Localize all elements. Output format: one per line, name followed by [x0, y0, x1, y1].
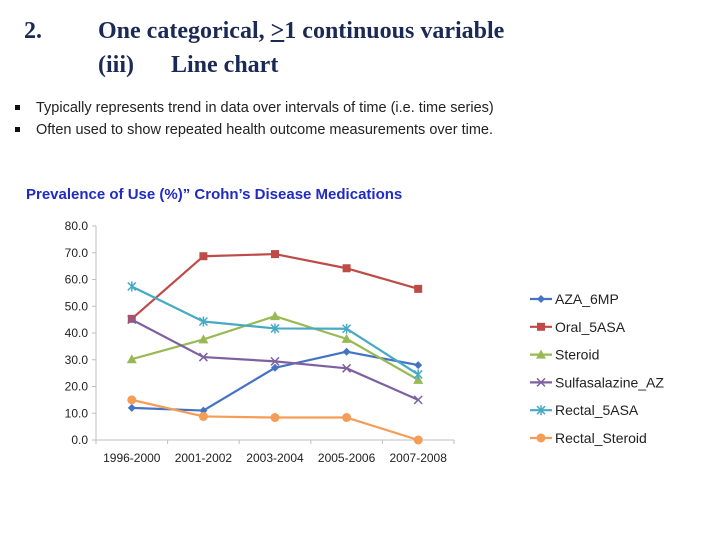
data-point-rectal-steroid — [198, 411, 208, 421]
y-tick-label: 70.0 — [65, 246, 89, 260]
series-line-oral-5asa — [131, 252, 419, 320]
legend-label-sulfasalazine-az: Sulfasalazine_AZ — [555, 374, 664, 390]
heading-number: 2. — [24, 18, 42, 44]
slide-heading: 2. One categorical, >1 continuous variab… — [24, 17, 504, 45]
data-point-sulfasalazine-az — [413, 395, 423, 405]
legend-marker-aza-6mp — [537, 295, 545, 303]
legend-label-rectal-steroid: Rectal_Steroid — [555, 430, 647, 446]
data-point-aza-6mp — [127, 403, 136, 412]
data-point-rectal-5asa — [198, 316, 208, 327]
data-point-sulfasalazine-az — [198, 352, 208, 362]
data-point-steroid — [198, 334, 209, 344]
data-point-steroid — [270, 311, 280, 321]
heading-pre: One categorical, — [98, 18, 271, 44]
x-tick-label: 2005-2006 — [318, 451, 376, 465]
data-point-rectal-steroid — [127, 395, 137, 405]
legend-marker-sulfasalazine-az — [536, 377, 546, 387]
heading-post: 1 continuous variable — [284, 18, 505, 44]
y-tick-label: 60.0 — [65, 273, 89, 287]
data-point-rectal-5asa — [413, 369, 423, 380]
subheading-number: (iii) — [98, 52, 134, 78]
legend-label-rectal-5asa: Rectal_5ASA — [555, 402, 639, 418]
legend-marker-steroid — [536, 349, 546, 359]
data-point-rectal-steroid — [270, 413, 280, 423]
data-point-oral-5asa — [199, 252, 208, 261]
legend-marker-rectal-5asa — [536, 405, 546, 416]
data-point-rectal-5asa — [127, 281, 137, 292]
data-point-oral-5asa — [342, 264, 351, 273]
data-point-steroid — [126, 354, 137, 364]
data-point-aza-6mp — [414, 361, 423, 370]
legend-marker-oral-5asa — [537, 322, 545, 331]
heading-ge-symbol: > — [270, 18, 285, 44]
data-point-rectal-steroid — [413, 435, 423, 445]
y-tick-label: 20.0 — [65, 380, 89, 394]
heading-text: One categorical, >1 continuous variable — [98, 18, 504, 44]
data-point-aza-6mp — [271, 363, 279, 372]
data-point-sulfasalazine-az — [270, 356, 280, 366]
data-point-rectal-steroid — [342, 413, 352, 423]
data-point-rectal-5asa — [342, 323, 352, 334]
y-tick-label: 0.0 — [71, 433, 88, 447]
data-point-aza-6mp — [342, 347, 351, 356]
x-tick-label: 1996-2000 — [103, 451, 161, 465]
data-point-steroid — [341, 333, 352, 343]
bullet-list: Typically represents trend in data over … — [14, 97, 494, 141]
data-point-rectal-5asa — [270, 323, 280, 334]
chart-title: Prevalence of Use (%)” Crohn’s Disease M… — [26, 186, 403, 203]
subheading-text: Line chart — [171, 52, 279, 78]
x-tick-label: 2001-2002 — [175, 451, 233, 465]
y-tick-label: 50.0 — [65, 299, 89, 313]
data-point-sulfasalazine-az — [342, 363, 352, 373]
y-tick-label: 10.0 — [65, 406, 89, 420]
legend-label-oral-5asa: Oral_5ASA — [555, 319, 626, 335]
bullet-item: Typically represents trend in data over … — [14, 97, 494, 119]
data-point-sulfasalazine-az — [127, 315, 137, 325]
data-point-oral-5asa — [414, 284, 423, 293]
legend-label-aza-6mp: AZA_6MP — [555, 291, 619, 307]
y-tick-label: 30.0 — [65, 353, 89, 367]
data-point-oral-5asa — [271, 250, 279, 259]
y-tick-label: 40.0 — [65, 326, 89, 340]
legend-label-steroid: Steroid — [555, 347, 599, 363]
y-tick-label: 80.0 — [65, 219, 89, 233]
x-tick-label: 2007-2008 — [390, 451, 448, 465]
x-tick-label: 2003-2004 — [246, 451, 304, 465]
bullet-item: Often used to show repeated health outco… — [14, 119, 494, 141]
legend-marker-rectal-steroid — [536, 433, 546, 443]
slide-subheading: (iii) Line chart — [98, 51, 278, 79]
